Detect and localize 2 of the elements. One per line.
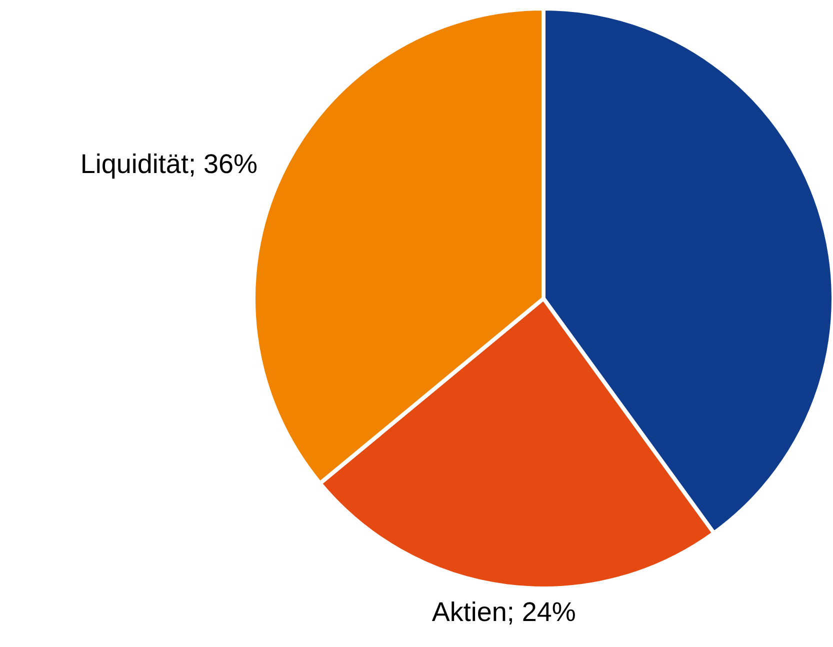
slice-label: Aktien; 24%: [432, 597, 576, 628]
slice-label: Liquidität; 36%: [80, 148, 258, 179]
